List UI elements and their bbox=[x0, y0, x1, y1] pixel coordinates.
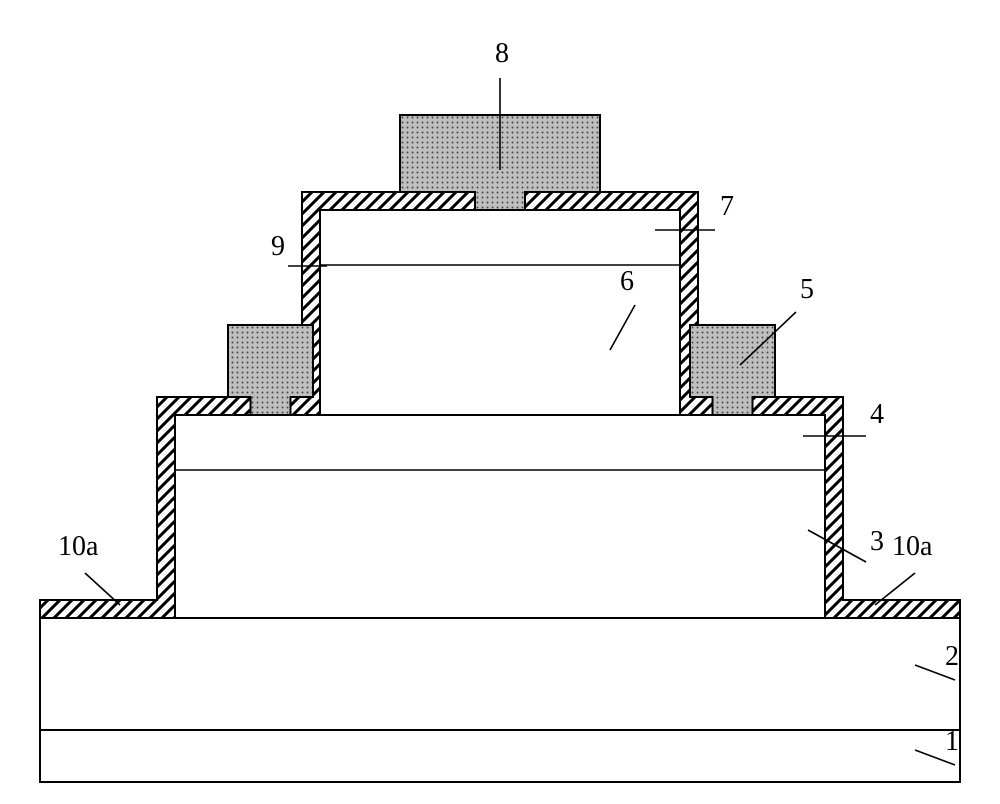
layer-1 bbox=[40, 730, 960, 782]
label-4: 4 bbox=[870, 399, 884, 430]
label-1: 1 bbox=[945, 726, 959, 757]
mesa-3-4 bbox=[175, 415, 825, 618]
label-10a: 10a bbox=[58, 531, 99, 562]
diagram-stage: 8 7 9 6 5 4 3 10a 10a 2 1 bbox=[0, 0, 1000, 804]
label-2: 2 bbox=[945, 641, 959, 672]
diagram-svg: 8 7 9 6 5 4 3 10a 10a 2 1 bbox=[0, 0, 1000, 804]
label-7: 7 bbox=[720, 191, 734, 222]
label-8: 8 bbox=[495, 38, 509, 69]
layer-2 bbox=[40, 618, 960, 730]
mesa-6-7 bbox=[320, 210, 680, 415]
label-9: 9 bbox=[271, 231, 285, 262]
label-5: 5 bbox=[800, 274, 814, 305]
label-10a: 10a bbox=[892, 531, 933, 562]
label-6: 6 bbox=[620, 266, 634, 297]
label-3: 3 bbox=[870, 526, 884, 557]
